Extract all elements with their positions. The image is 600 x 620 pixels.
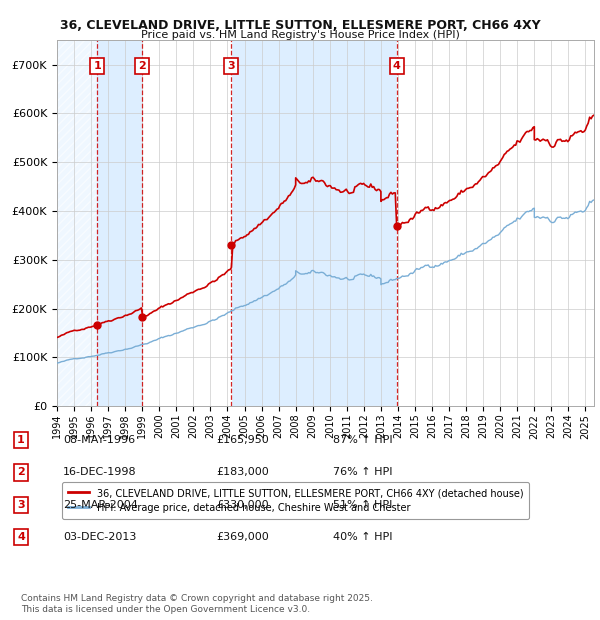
Text: 1: 1 [17,435,25,445]
Text: 87% ↑ HPI: 87% ↑ HPI [333,435,392,445]
Text: £183,000: £183,000 [216,467,269,477]
Text: 3: 3 [227,61,235,71]
Text: 1: 1 [94,61,101,71]
Text: 25-MAR-2004: 25-MAR-2004 [63,500,138,510]
Text: 2: 2 [17,467,25,477]
Text: 51% ↑ HPI: 51% ↑ HPI [333,500,392,510]
Text: 3: 3 [17,500,25,510]
Text: 4: 4 [17,532,25,542]
Text: 16-DEC-1998: 16-DEC-1998 [63,467,137,477]
Text: Price paid vs. HM Land Registry's House Price Index (HPI): Price paid vs. HM Land Registry's House … [140,30,460,40]
Text: 76% ↑ HPI: 76% ↑ HPI [333,467,392,477]
Legend: 36, CLEVELAND DRIVE, LITTLE SUTTON, ELLESMERE PORT, CH66 4XY (detached house), H: 36, CLEVELAND DRIVE, LITTLE SUTTON, ELLE… [62,482,529,519]
Bar [142,40,232,406]
Bar [57,40,97,406]
Text: £165,950: £165,950 [216,435,269,445]
Bar [397,40,594,406]
Text: 08-MAY-1996: 08-MAY-1996 [63,435,135,445]
Text: 2: 2 [137,61,145,71]
Text: 40% ↑ HPI: 40% ↑ HPI [333,532,392,542]
Text: 03-DEC-2013: 03-DEC-2013 [63,532,136,542]
Text: 36, CLEVELAND DRIVE, LITTLE SUTTON, ELLESMERE PORT, CH66 4XY: 36, CLEVELAND DRIVE, LITTLE SUTTON, ELLE… [59,19,541,32]
Text: Contains HM Land Registry data © Crown copyright and database right 2025.
This d: Contains HM Land Registry data © Crown c… [21,595,373,614]
Text: £330,000: £330,000 [216,500,269,510]
Text: 4: 4 [392,61,401,71]
Text: £369,000: £369,000 [216,532,269,542]
